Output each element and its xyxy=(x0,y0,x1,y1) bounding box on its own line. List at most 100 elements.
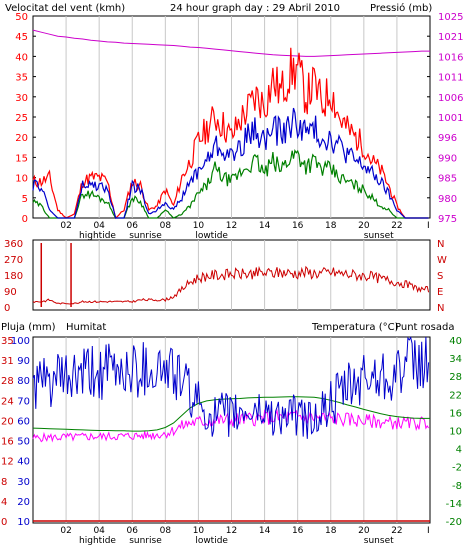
wind-min-series-line xyxy=(32,148,429,219)
wind-avg-series-line xyxy=(32,107,429,219)
humidity-y-tick: 40 xyxy=(17,457,30,468)
x-tick-label: 14 xyxy=(259,526,271,536)
wind-direction-series-line xyxy=(32,265,430,305)
x-tick-label: 18 xyxy=(325,221,337,231)
direction-compass-label: N xyxy=(437,239,444,250)
humidity-y-tick: 70 xyxy=(17,396,30,407)
x-tick-label: 04 xyxy=(93,221,105,231)
pressure-y-tick: 990 xyxy=(438,153,457,164)
temperature-y-tick: 34 xyxy=(449,354,462,365)
x-tick-label: 16 xyxy=(292,221,304,231)
temperature-y-tick: 22 xyxy=(449,390,462,401)
temperature-y-tick: -8 xyxy=(452,481,462,492)
graph-date-title: 24 hour graph day : 29 Abril 2010 xyxy=(170,3,340,14)
x-tick-label: I xyxy=(427,221,430,231)
pressure-y-tick: 1021 xyxy=(438,32,463,43)
wind-y-tick: 0 xyxy=(22,214,28,225)
humidity-y-tick: 10 xyxy=(17,517,30,528)
event-label-hightide: hightide xyxy=(79,536,116,546)
rain-y-tick: 35 xyxy=(1,336,14,347)
event-label-sunset: sunset xyxy=(364,231,394,241)
event-label-sunrise: sunrise xyxy=(129,231,162,241)
event-label-hightide: hightide xyxy=(79,231,116,241)
temperature-y-tick: 4 xyxy=(456,445,462,456)
direction-y-tick: 360 xyxy=(4,239,23,250)
x-tick-label: 04 xyxy=(93,526,105,536)
x-tick-label: 06 xyxy=(127,526,139,536)
x-tick-label: 02 xyxy=(60,221,71,231)
dewpoint-title: Punt rosada xyxy=(395,322,454,333)
wind-y-tick: 35 xyxy=(15,73,28,84)
wind-y-tick: 50 xyxy=(15,12,28,23)
direction-y-tick: 180 xyxy=(4,271,23,282)
x-tick-label: 10 xyxy=(193,526,205,536)
pressure-y-tick: 1016 xyxy=(438,52,463,63)
temperature-y-tick: -14 xyxy=(446,499,462,510)
rain-y-tick: 24 xyxy=(1,396,14,407)
direction-compass-label: N xyxy=(437,303,444,314)
pressure-series-line xyxy=(32,29,430,57)
pressure-y-tick: 975 xyxy=(438,214,457,225)
pressure-y-tick: 996 xyxy=(438,133,457,144)
temperature-y-tick: -20 xyxy=(446,517,462,528)
wind-gust-series-line xyxy=(32,47,429,220)
rain-y-tick: 20 xyxy=(1,416,14,427)
x-tick-label: 22 xyxy=(391,526,402,536)
rain-title: Pluja (mm) xyxy=(1,322,56,333)
x-tick-label: I xyxy=(427,526,430,536)
direction-y-tick: 0 xyxy=(4,303,10,314)
x-tick-label: 22 xyxy=(391,221,402,231)
temperature-y-tick: 16 xyxy=(449,408,462,419)
pressure-y-tick: 1025 xyxy=(438,12,463,23)
rain-y-tick: 0 xyxy=(1,517,7,528)
wind-y-tick: 45 xyxy=(15,32,28,43)
humidity-y-tick: 20 xyxy=(17,497,30,508)
temperature-series-line xyxy=(32,396,430,432)
humidity-y-tick: 50 xyxy=(17,437,30,448)
rain-y-tick: 8 xyxy=(1,477,7,488)
x-tick-label: 16 xyxy=(292,526,304,536)
humidity-y-tick: 90 xyxy=(17,356,30,367)
x-tick-label: 20 xyxy=(358,221,370,231)
pressure-y-tick: 985 xyxy=(438,174,457,185)
wind-y-tick: 15 xyxy=(15,153,28,164)
wind-y-tick: 20 xyxy=(15,133,28,144)
x-tick-label: 12 xyxy=(226,221,237,231)
wind-y-tick: 40 xyxy=(15,52,28,63)
direction-compass-label: W xyxy=(437,255,447,266)
direction-compass-label: E xyxy=(437,287,443,298)
wind-y-tick: 5 xyxy=(22,194,28,205)
humidity-title: Humitat xyxy=(66,322,106,333)
direction-compass-label: S xyxy=(437,271,443,282)
wind-y-tick: 30 xyxy=(15,93,28,104)
humidity-y-tick: 60 xyxy=(17,416,30,427)
direction-y-tick: 270 xyxy=(4,255,23,266)
temperature-y-tick: -2 xyxy=(452,463,462,474)
pressure-y-tick: 1001 xyxy=(438,113,463,124)
x-tick-label: 06 xyxy=(127,221,139,231)
temperature-y-tick: 28 xyxy=(449,372,462,383)
wind-speed-title: Velocitat del vent (kmh) xyxy=(5,3,125,14)
humidity-series-line xyxy=(32,336,430,439)
rain-y-tick: 28 xyxy=(1,376,14,387)
x-tick-label: 08 xyxy=(160,526,172,536)
dewpoint-series-line xyxy=(32,408,430,443)
pressure-y-tick: 1011 xyxy=(438,73,463,84)
temperature-y-tick: 10 xyxy=(449,427,462,438)
pressure-y-tick: 980 xyxy=(438,194,457,205)
x-tick-label: 08 xyxy=(160,221,172,231)
event-label-sunrise: sunrise xyxy=(129,536,162,546)
x-tick-label: 18 xyxy=(325,526,337,536)
x-tick-label: 02 xyxy=(60,526,71,536)
humidity-y-tick: 80 xyxy=(17,376,30,387)
event-label-lowtide: lowtide xyxy=(195,231,228,241)
event-label-sunset: sunset xyxy=(364,536,394,546)
rain-y-tick: 4 xyxy=(1,497,7,508)
wind-y-tick: 25 xyxy=(15,113,28,124)
humidity-y-tick: 30 xyxy=(17,477,30,488)
event-label-lowtide: lowtide xyxy=(195,536,228,546)
temperature-title: Temperatura (°C) xyxy=(311,322,399,333)
x-tick-label: 20 xyxy=(358,526,370,536)
rain-y-tick: 16 xyxy=(1,437,14,448)
